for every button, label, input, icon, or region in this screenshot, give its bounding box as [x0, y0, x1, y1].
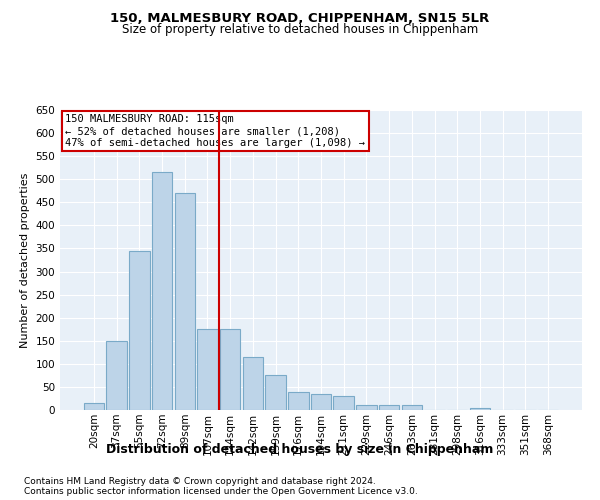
- Text: 150, MALMESBURY ROAD, CHIPPENHAM, SN15 5LR: 150, MALMESBURY ROAD, CHIPPENHAM, SN15 5…: [110, 12, 490, 26]
- Text: 150 MALMESBURY ROAD: 115sqm
← 52% of detached houses are smaller (1,208)
47% of : 150 MALMESBURY ROAD: 115sqm ← 52% of det…: [65, 114, 365, 148]
- Bar: [265, 376, 286, 410]
- Bar: [288, 392, 308, 410]
- Bar: [401, 406, 422, 410]
- Text: Contains public sector information licensed under the Open Government Licence v3: Contains public sector information licen…: [24, 488, 418, 496]
- Bar: [106, 341, 127, 410]
- Text: Size of property relative to detached houses in Chippenham: Size of property relative to detached ho…: [122, 22, 478, 36]
- Bar: [311, 394, 331, 410]
- Y-axis label: Number of detached properties: Number of detached properties: [20, 172, 30, 348]
- Bar: [334, 396, 354, 410]
- Bar: [152, 172, 172, 410]
- Text: Contains HM Land Registry data © Crown copyright and database right 2024.: Contains HM Land Registry data © Crown c…: [24, 478, 376, 486]
- Bar: [470, 408, 490, 410]
- Bar: [220, 329, 241, 410]
- Bar: [129, 251, 149, 410]
- Bar: [379, 406, 400, 410]
- Bar: [242, 357, 263, 410]
- Bar: [175, 193, 195, 410]
- Bar: [356, 406, 377, 410]
- Bar: [84, 403, 104, 410]
- Bar: [197, 329, 218, 410]
- Text: Distribution of detached houses by size in Chippenham: Distribution of detached houses by size …: [106, 442, 494, 456]
